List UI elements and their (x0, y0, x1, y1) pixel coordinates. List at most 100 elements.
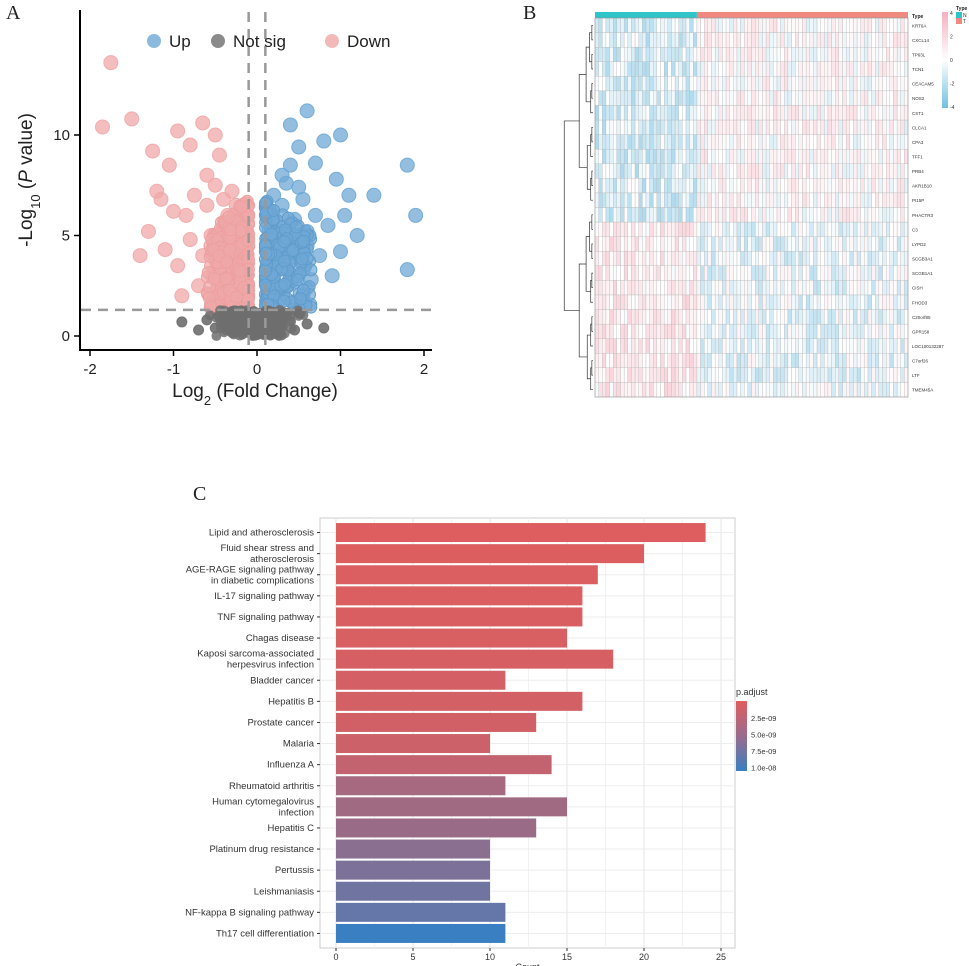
heatmap-cell (729, 105, 734, 121)
heatmap-cell (758, 178, 763, 194)
heatmap-cell (649, 353, 654, 368)
heatmap-cell (889, 76, 894, 92)
heatmap-cell (809, 265, 814, 281)
bar (336, 839, 490, 859)
heatmap-cell (842, 323, 847, 339)
gene-label: FHOD3 (912, 300, 928, 305)
heatmap-cell (620, 149, 625, 164)
heatmap-cell (623, 353, 628, 368)
heatmap-cell (707, 192, 712, 208)
heatmap-cell (623, 265, 628, 281)
heatmap-cell (813, 338, 818, 354)
heatmap-cell (682, 323, 687, 339)
heatmap-cell (733, 221, 738, 237)
heatmap-cell (696, 32, 701, 48)
heatmap-cell (754, 105, 759, 121)
point-down (219, 272, 233, 286)
heatmap-cell (795, 353, 799, 368)
heatmap-cell (718, 32, 723, 48)
heatmap-cell (798, 32, 803, 48)
point-not-sig (224, 308, 235, 319)
heatmap-cell (678, 294, 683, 310)
heatmap-cell (802, 294, 807, 310)
heatmap-cell (664, 178, 668, 194)
heatmap-cell (678, 367, 683, 383)
heatmap-cell (704, 76, 708, 92)
heatmap-cell (740, 163, 745, 179)
point-up (289, 220, 303, 234)
point-up (307, 207, 323, 223)
heatmap-cell (700, 47, 705, 62)
heatmap-cell (693, 338, 698, 354)
heatmap-cell (605, 17, 610, 33)
heatmap-cell (733, 61, 738, 77)
heatmap-cell (893, 382, 898, 398)
heatmap-cell (642, 221, 647, 237)
heatmap-cell (809, 280, 814, 296)
heatmap-cell (896, 251, 901, 266)
heatmap-cell (674, 163, 679, 179)
heatmap-cell (642, 134, 647, 150)
heatmap-cell (660, 382, 665, 398)
bar (336, 818, 537, 838)
category-label: Kaposi sarcoma-associated (197, 649, 314, 660)
heatmap-cell (776, 47, 781, 62)
point-not-sig (301, 318, 313, 330)
heatmap-cell (878, 207, 883, 223)
heatmap-cell (762, 119, 767, 135)
heatmap-cell (678, 61, 683, 77)
point-down (207, 177, 223, 193)
heatmap-cell (740, 76, 745, 92)
heatmap-cell (776, 76, 781, 92)
heatmap-cell (722, 134, 727, 150)
heatmap-cell (754, 119, 759, 135)
heatmap-cell (660, 207, 665, 223)
heatmap-cell (762, 32, 767, 48)
heatmap-cell (795, 178, 799, 194)
heatmap-cell (736, 353, 741, 368)
heatmap-cell (656, 382, 661, 398)
heatmap-cell (769, 323, 774, 339)
heatmap-cell (634, 251, 639, 266)
heatmap-cell (725, 192, 730, 208)
category-label: TNF signaling pathway (217, 612, 314, 623)
heatmap-cell (620, 134, 625, 150)
heatmap-cell (642, 163, 647, 179)
heatmap-cell (893, 221, 898, 237)
heatmap-cell (802, 236, 807, 252)
heatmap-cell (893, 76, 898, 92)
heatmap-cell (613, 61, 617, 77)
heatmap-cell (656, 61, 661, 77)
heatmap-cell (776, 353, 781, 368)
heatmap-cell (849, 192, 854, 208)
heatmap-cell (886, 382, 890, 398)
heatmap-cell (878, 309, 883, 325)
heatmap-cell (667, 105, 672, 121)
heatmap-cell (689, 338, 694, 354)
heatmap-cell (802, 17, 807, 33)
heatmap-cell (827, 294, 832, 310)
heatmap-cell (714, 17, 719, 33)
legend-tick-label: 5.0e-09 (751, 731, 776, 740)
heatmap-cell (747, 207, 752, 223)
heatmap-cell (798, 105, 803, 121)
heatmap-cell (856, 251, 861, 266)
heatmap-cell (642, 149, 647, 164)
heatmap-cell (780, 353, 785, 368)
heatmap-cell (660, 134, 665, 150)
heatmap-cell (849, 178, 854, 194)
heatmap-cell (824, 294, 829, 310)
heatmap-cell (867, 382, 872, 398)
heatmap-cell (853, 309, 858, 325)
legend-tick-label: 7.5e-09 (751, 747, 776, 756)
heatmap-cell (776, 105, 781, 121)
heatmap-cell (729, 178, 734, 194)
heatmap-cell (791, 323, 796, 339)
heatmap-cell (605, 338, 610, 354)
heatmap-cell (674, 323, 679, 339)
heatmap-cell (820, 47, 825, 62)
heatmap-cell (820, 90, 825, 106)
type-legend-label: T (963, 19, 966, 25)
heatmap-cell (773, 76, 778, 92)
heatmap-cell (736, 134, 741, 150)
